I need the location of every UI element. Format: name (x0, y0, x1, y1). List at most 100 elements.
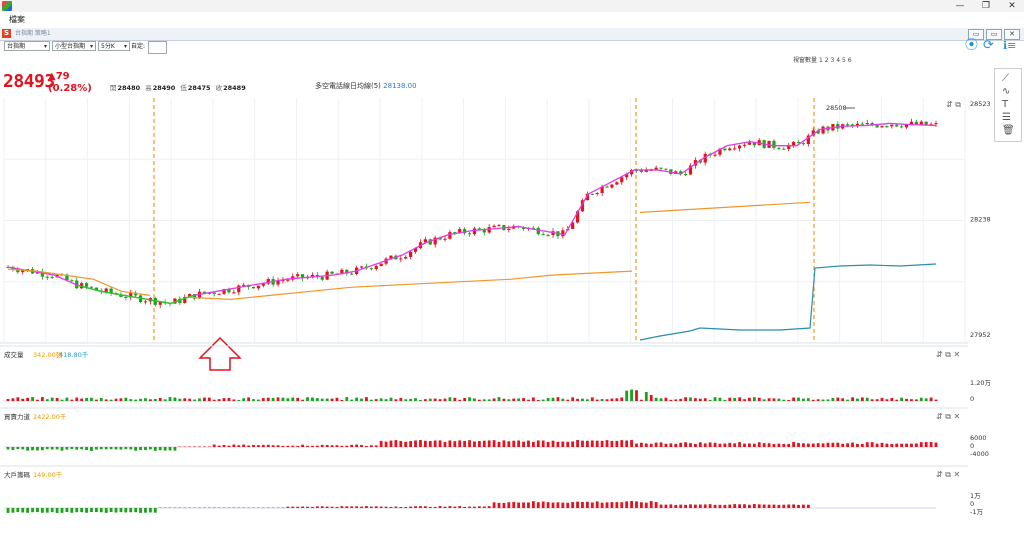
window-count-1[interactable]: 1 (818, 57, 823, 64)
candle-body (320, 276, 324, 280)
volume-bar (404, 399, 408, 401)
volume-bar (816, 399, 820, 401)
window-count-4[interactable]: 4 (836, 57, 841, 64)
volume-bar (684, 397, 687, 401)
candle-body (629, 170, 634, 175)
contract-select[interactable]: 小型台指期 ▾ (52, 41, 96, 51)
chip-bar (620, 502, 624, 508)
force-bar (522, 441, 525, 447)
volume-bar (846, 399, 850, 401)
custom-input[interactable] (148, 41, 167, 54)
maximize-icon[interactable]: ❐ (981, 1, 991, 11)
volume-bar (674, 399, 678, 401)
force-bar (453, 441, 457, 447)
candle-body (742, 144, 747, 146)
volume-bar (924, 398, 928, 401)
symbol-select[interactable]: 台指期 ▾ (4, 41, 50, 51)
chip-bar (649, 501, 653, 508)
chip-bar (355, 506, 359, 508)
fib-tool-icon[interactable]: ☰ (1002, 112, 1011, 123)
force-bar (546, 441, 550, 447)
chip-bar (134, 508, 138, 513)
force-bar (158, 447, 162, 451)
candle-body (21, 270, 25, 273)
user-list-icon[interactable]: ℹ≡ (1003, 39, 1017, 52)
force-bar (905, 443, 908, 447)
force-bar (36, 447, 39, 451)
force-bar (65, 447, 69, 450)
candle-body (458, 229, 462, 233)
candle-body (256, 285, 261, 289)
candle-body (26, 269, 30, 271)
window-count-5[interactable]: 5 (841, 57, 846, 64)
volume-bar (433, 398, 437, 401)
text-tool-icon[interactable]: T (1002, 99, 1009, 110)
window-count-2[interactable]: 2 (824, 57, 829, 64)
candle-body (369, 268, 373, 270)
candle-body (350, 273, 354, 275)
change-value: ▲79 (48, 71, 70, 82)
period-select[interactable]: 5分K ▾ (98, 41, 130, 51)
chip-bar (148, 508, 152, 513)
candle-body (379, 263, 383, 267)
force-bar (772, 443, 776, 447)
signal-icon[interactable]: ⦿ (965, 38, 979, 53)
candle-body (109, 288, 113, 294)
force-bar (929, 442, 933, 447)
panel-header (0, 28, 1024, 41)
chip-bar (99, 508, 103, 513)
chip-bar (404, 506, 408, 508)
volume-bar (148, 399, 152, 401)
force-bar (482, 440, 486, 447)
volume-bar (237, 399, 241, 401)
chip-bar (777, 504, 781, 508)
volume-bar (738, 397, 741, 401)
force-bar (188, 446, 192, 447)
panel-close-icon[interactable]: ✕ (1004, 29, 1020, 40)
volume-bar (374, 399, 378, 401)
chip-bar (802, 504, 805, 508)
curve-tool-icon[interactable]: ∿ (1002, 86, 1011, 97)
force-bar (75, 447, 79, 450)
ma-line-orange (639, 201, 811, 213)
force-bar (556, 441, 560, 447)
candle-body (620, 177, 624, 183)
refresh-icon[interactable]: ⟳ (983, 38, 994, 53)
low-label: 低 (180, 84, 187, 92)
chip-bar (286, 506, 290, 508)
candle-body (600, 186, 604, 193)
force-bar (600, 440, 604, 447)
chip-bar (738, 504, 741, 508)
force-bar (203, 446, 206, 447)
force-bar (654, 442, 658, 447)
window-count-6[interactable]: 6 (847, 57, 852, 64)
force-bar (527, 440, 530, 447)
minimize-icon[interactable]: — (955, 1, 965, 11)
volume-bar (806, 398, 810, 401)
volume-bar (428, 398, 432, 401)
volume-bar (55, 398, 59, 401)
force-bar (94, 447, 98, 450)
chip-bar (291, 506, 295, 508)
chip-bar (797, 504, 800, 508)
force-bar (762, 443, 766, 447)
chip-bar (6, 508, 10, 513)
line-tool-icon[interactable]: ⟋ (1002, 73, 1009, 84)
volume-bar (369, 399, 373, 401)
menu-item-file[interactable]: 檔案 (9, 15, 25, 24)
force-bar (350, 444, 354, 447)
close-icon[interactable]: ✕ (1008, 1, 1016, 11)
candle-body (806, 135, 810, 145)
panel-logo: S (2, 29, 11, 38)
trash-icon[interactable]: 🗑 (1002, 125, 1015, 136)
window-count-3[interactable]: 3 (830, 57, 835, 64)
panel-restore-icon[interactable]: ▭ (986, 29, 1002, 40)
panel-minimize-icon[interactable]: ▭ (968, 29, 984, 40)
force-bar (689, 443, 692, 447)
volume-bar (831, 397, 835, 401)
chip-bar (541, 501, 545, 508)
candle-body (590, 193, 594, 195)
chip-bar (65, 508, 69, 513)
period-select-value: 5分K (101, 43, 115, 50)
